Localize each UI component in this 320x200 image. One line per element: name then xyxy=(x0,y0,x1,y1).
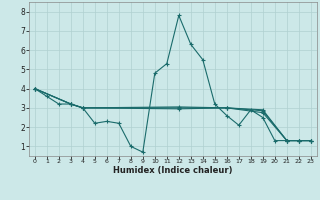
X-axis label: Humidex (Indice chaleur): Humidex (Indice chaleur) xyxy=(113,166,233,175)
